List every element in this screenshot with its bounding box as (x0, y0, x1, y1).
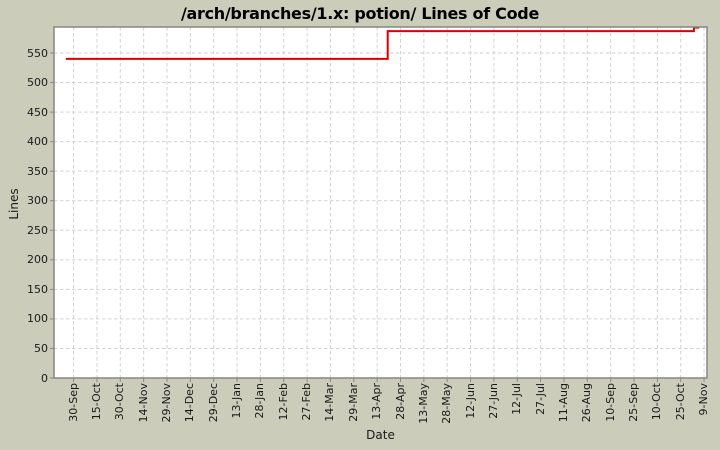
x-tick-label: 13-Jan (230, 383, 244, 419)
y-tick-label: 300 (27, 194, 48, 208)
x-tick-label: 27-Jul (533, 383, 547, 415)
x-tick-label: 12-Jul (510, 383, 524, 415)
y-tick-label: 50 (34, 341, 48, 355)
x-tick-label: 13-May (416, 383, 430, 424)
x-tick-label: 13-Apr (370, 383, 384, 420)
x-tick-label: 25-Oct (673, 383, 687, 421)
plot-border (53, 26, 708, 379)
x-tick-label: 30-Sep (66, 383, 80, 422)
y-tick-label: 100 (27, 312, 48, 326)
y-tick-label: 0 (41, 371, 48, 385)
x-tick-label: 28-Apr (393, 383, 407, 420)
y-tick-label: 450 (27, 105, 48, 119)
y-tick-label: 200 (27, 253, 48, 267)
x-tick-label: 15-Oct (89, 383, 103, 421)
x-tick-label: 29-Mar (346, 383, 360, 422)
x-tick-label: 11-Aug (556, 383, 570, 423)
x-axis-title: Date (366, 428, 395, 442)
y-tick-label: 400 (27, 135, 48, 149)
x-tick-label: 27-Feb (300, 383, 314, 421)
x-tick-label: 14-Dec (183, 383, 197, 423)
plot-background (54, 27, 707, 378)
x-tick-label: 26-Aug (580, 383, 594, 423)
x-tick-label: 29-Dec (206, 383, 220, 423)
x-tick-label: 14-Mar (323, 383, 337, 422)
x-tick-label: 9-Nov (697, 383, 711, 416)
y-tick-label: 350 (27, 164, 48, 178)
x-tick-label: 30-Oct (113, 383, 127, 421)
x-tick-label: 12-Feb (276, 383, 290, 421)
x-tick-label: 10-Oct (650, 383, 664, 421)
chart-title: /arch/branches/1.x: potion/ Lines of Cod… (180, 4, 540, 23)
x-tick-label: 25-Sep (627, 383, 641, 422)
y-tick-label: 500 (27, 76, 48, 90)
x-tick-label: 29-Nov (159, 383, 173, 423)
x-tick-label: 27-Jun (486, 383, 500, 419)
x-tick-label: 12-Jun (463, 383, 477, 419)
x-tick-label: 14-Nov (136, 383, 150, 423)
x-tick-label: 28-May (440, 383, 454, 424)
x-tick-label: 28-Jan (253, 383, 267, 419)
y-tick-label: 150 (27, 282, 48, 296)
y-tick-label: 550 (27, 46, 48, 60)
x-tick-label: 10-Sep (603, 383, 617, 422)
y-tick-label: 250 (27, 223, 48, 237)
